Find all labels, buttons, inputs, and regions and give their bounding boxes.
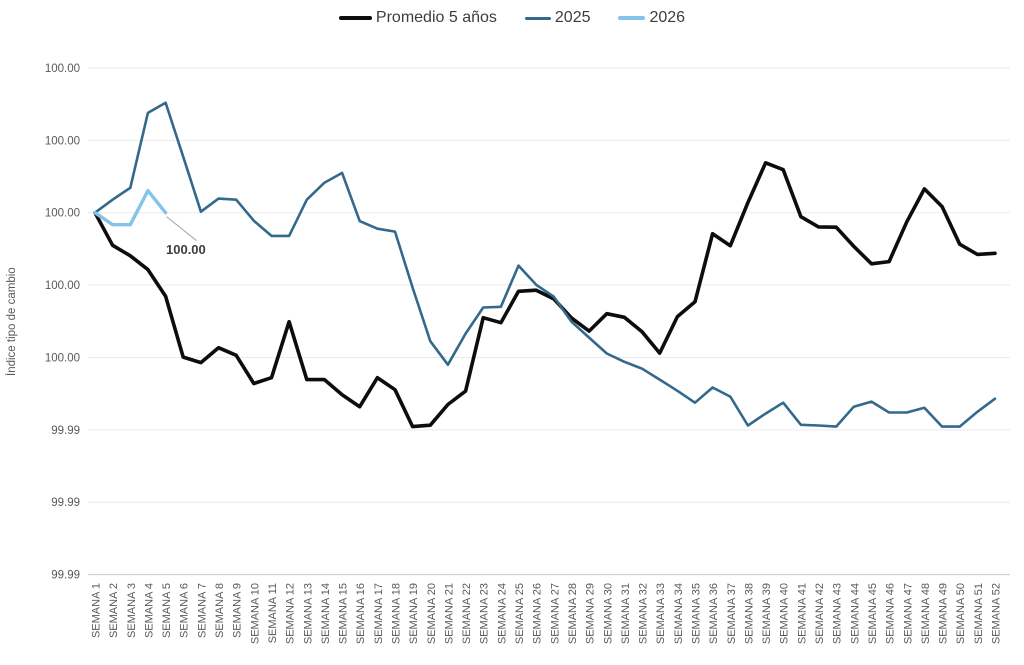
y-tick-label: 100.00 <box>45 208 80 220</box>
x-tick-label: SEMANA 20 <box>426 583 438 644</box>
x-tick-label: SEMANA 23 <box>479 583 491 644</box>
x-tick-label: SEMANA 16 <box>355 583 367 644</box>
chart-legend: Promedio 5 años 2025 2026 <box>0 9 1024 27</box>
x-tick-label: SEMANA 50 <box>955 583 967 644</box>
x-tick-label: SEMANA 37 <box>726 583 738 644</box>
x-tick-label: SEMANA 3 <box>126 583 138 638</box>
x-tick-label: SEMANA 12 <box>285 583 297 644</box>
data-point-callout: 100.00 <box>166 242 206 257</box>
legend-label-2026: 2026 <box>649 9 686 26</box>
legend-label-2025: 2025 <box>554 9 591 26</box>
x-tick-label: SEMANA 11 <box>267 583 279 643</box>
x-tick-label: SEMANA 2 <box>108 583 120 638</box>
y-tick-label: 100.00 <box>45 280 80 292</box>
legend-label-promedio: Promedio 5 años <box>375 9 497 26</box>
x-tick-label: SEMANA 29 <box>585 583 597 644</box>
series-line-0 <box>93 161 997 429</box>
x-tick-label: SEMANA 47 <box>902 583 914 644</box>
x-tick-label: SEMANA 25 <box>514 583 526 644</box>
series-line-1 <box>93 101 997 428</box>
x-tick-label: SEMANA 13 <box>302 583 314 644</box>
x-tick-label: SEMANA 39 <box>761 583 773 644</box>
y-tick-label: 100.00 <box>45 135 80 147</box>
x-tick-label: SEMANA 6 <box>179 583 191 638</box>
legend-line-swatch-2026 <box>618 16 646 20</box>
series-line-2 <box>93 188 168 227</box>
legend-line-swatch-promedio <box>338 16 372 20</box>
x-tick-label: SEMANA 46 <box>885 583 897 644</box>
x-tick-label: SEMANA 22 <box>461 583 473 644</box>
x-tick-label: SEMANA 32 <box>638 583 650 644</box>
x-tick-label: SEMANA 49 <box>938 583 950 644</box>
x-tick-label: SEMANA 33 <box>655 583 667 644</box>
x-tick-label: SEMANA 17 <box>373 583 385 644</box>
x-tick-label: SEMANA 4 <box>143 583 155 638</box>
x-tick-label: SEMANA 26 <box>532 583 544 644</box>
x-tick-label: SEMANA 40 <box>779 583 791 644</box>
x-tick-label: SEMANA 35 <box>691 583 703 644</box>
x-tick-label: SEMANA 19 <box>408 583 420 644</box>
x-tick-label: SEMANA 34 <box>673 583 685 644</box>
x-tick-label: SEMANA 21 <box>443 583 455 644</box>
legend-item-promedio-5-anos: Promedio 5 años <box>338 9 497 27</box>
x-tick-label: SEMANA 27 <box>549 583 561 644</box>
y-tick-label: 100.00 <box>45 353 80 365</box>
x-tick-label: SEMANA 52 <box>991 583 1003 644</box>
legend-item-2025: 2025 <box>524 9 591 27</box>
annotation-leader-line <box>166 216 197 242</box>
x-tick-label: SEMANA 43 <box>832 583 844 644</box>
x-tick-label: SEMANA 7 <box>196 583 208 638</box>
x-tick-label: SEMANA 15 <box>338 583 350 644</box>
x-tick-label: SEMANA 44 <box>849 583 861 644</box>
x-tick-label: SEMANA 48 <box>920 583 932 644</box>
x-tick-label: SEMANA 42 <box>814 583 826 644</box>
legend-line-swatch-2025 <box>524 16 551 20</box>
y-tick-label: 100.00 <box>45 63 80 75</box>
x-tick-label: SEMANA 31 <box>620 583 632 644</box>
x-tick-label: SEMANA 36 <box>708 583 720 644</box>
x-tick-label: SEMANA 45 <box>867 583 879 644</box>
x-tick-label: SEMANA 18 <box>391 583 403 644</box>
y-tick-label: 99.99 <box>51 425 80 437</box>
x-tick-label: SEMANA 14 <box>320 583 332 644</box>
x-tick-label: SEMANA 24 <box>496 583 508 644</box>
x-tick-label: SEMANA 1 <box>91 583 103 638</box>
x-tick-label: SEMANA 30 <box>602 583 614 644</box>
y-tick-label: 99.99 <box>51 497 80 509</box>
x-tick-label: SEMANA 10 <box>249 583 261 644</box>
x-tick-label: SEMANA 5 <box>161 583 173 638</box>
x-tick-label: SEMANA 38 <box>743 583 755 644</box>
x-tick-label: SEMANA 9 <box>232 583 244 638</box>
x-tick-label: SEMANA 8 <box>214 583 226 638</box>
legend-item-2026: 2026 <box>618 9 685 27</box>
x-tick-label: SEMANA 28 <box>567 583 579 644</box>
x-tick-label: SEMANA 41 <box>796 583 808 644</box>
y-tick-label: 99.99 <box>51 570 80 582</box>
x-tick-label: SEMANA 51 <box>973 583 985 644</box>
